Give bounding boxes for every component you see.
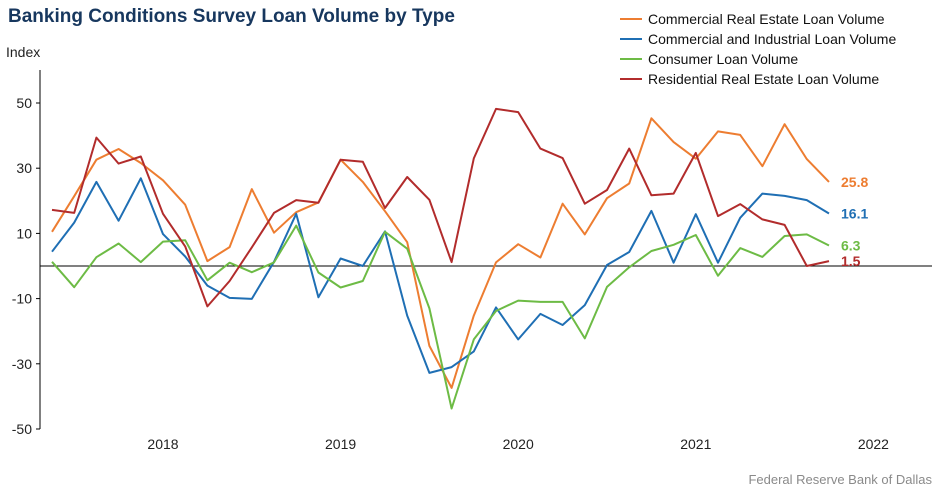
series-line-3 xyxy=(51,224,830,410)
y-tick-label: -10 xyxy=(12,291,32,307)
legend-entry: Consumer Loan Volume xyxy=(648,51,798,67)
legend-entry: Commercial Real Estate Loan Volume xyxy=(648,11,885,27)
chart-title: Banking Conditions Survey Loan Volume by… xyxy=(8,6,455,27)
y-tick-label: 10 xyxy=(16,225,32,241)
y-axis-label: Index xyxy=(6,44,40,60)
end-value-label: 16.1 xyxy=(841,206,868,222)
end-value-label: 25.8 xyxy=(841,174,868,190)
y-tick-label: -50 xyxy=(12,421,32,437)
series-lines xyxy=(51,107,830,410)
legend: Commercial Real Estate Loan Volume Commer… xyxy=(620,11,896,87)
legend-entry: Residential Real Estate Loan Volume xyxy=(648,71,879,87)
source-note: Federal Reserve Bank of Dallas xyxy=(748,472,932,487)
x-tick-label: 2021 xyxy=(680,436,711,452)
y-tick-label: 30 xyxy=(16,160,32,176)
y-tick-label: 50 xyxy=(16,95,32,111)
axes: 50 30 10 -10 -30 -50 2018 2019 2020 2021 2022 xyxy=(12,70,932,452)
x-tick-label: 2019 xyxy=(325,436,356,452)
x-tick-label: 2022 xyxy=(858,436,889,452)
series-line-1 xyxy=(51,117,830,389)
legend-entry: Commercial and Industrial Loan Volume xyxy=(648,31,896,47)
series-line-4 xyxy=(51,107,830,308)
x-tick-label: 2018 xyxy=(147,436,178,452)
end-labels: 25.8 16.1 6.31.5 xyxy=(841,174,868,269)
x-tick-label: 2020 xyxy=(503,436,534,452)
series-line-2 xyxy=(51,177,830,374)
end-value-label: 6.3 xyxy=(841,237,861,253)
end-value-label: 1.5 xyxy=(841,253,861,269)
y-tick-label: -30 xyxy=(12,356,32,372)
